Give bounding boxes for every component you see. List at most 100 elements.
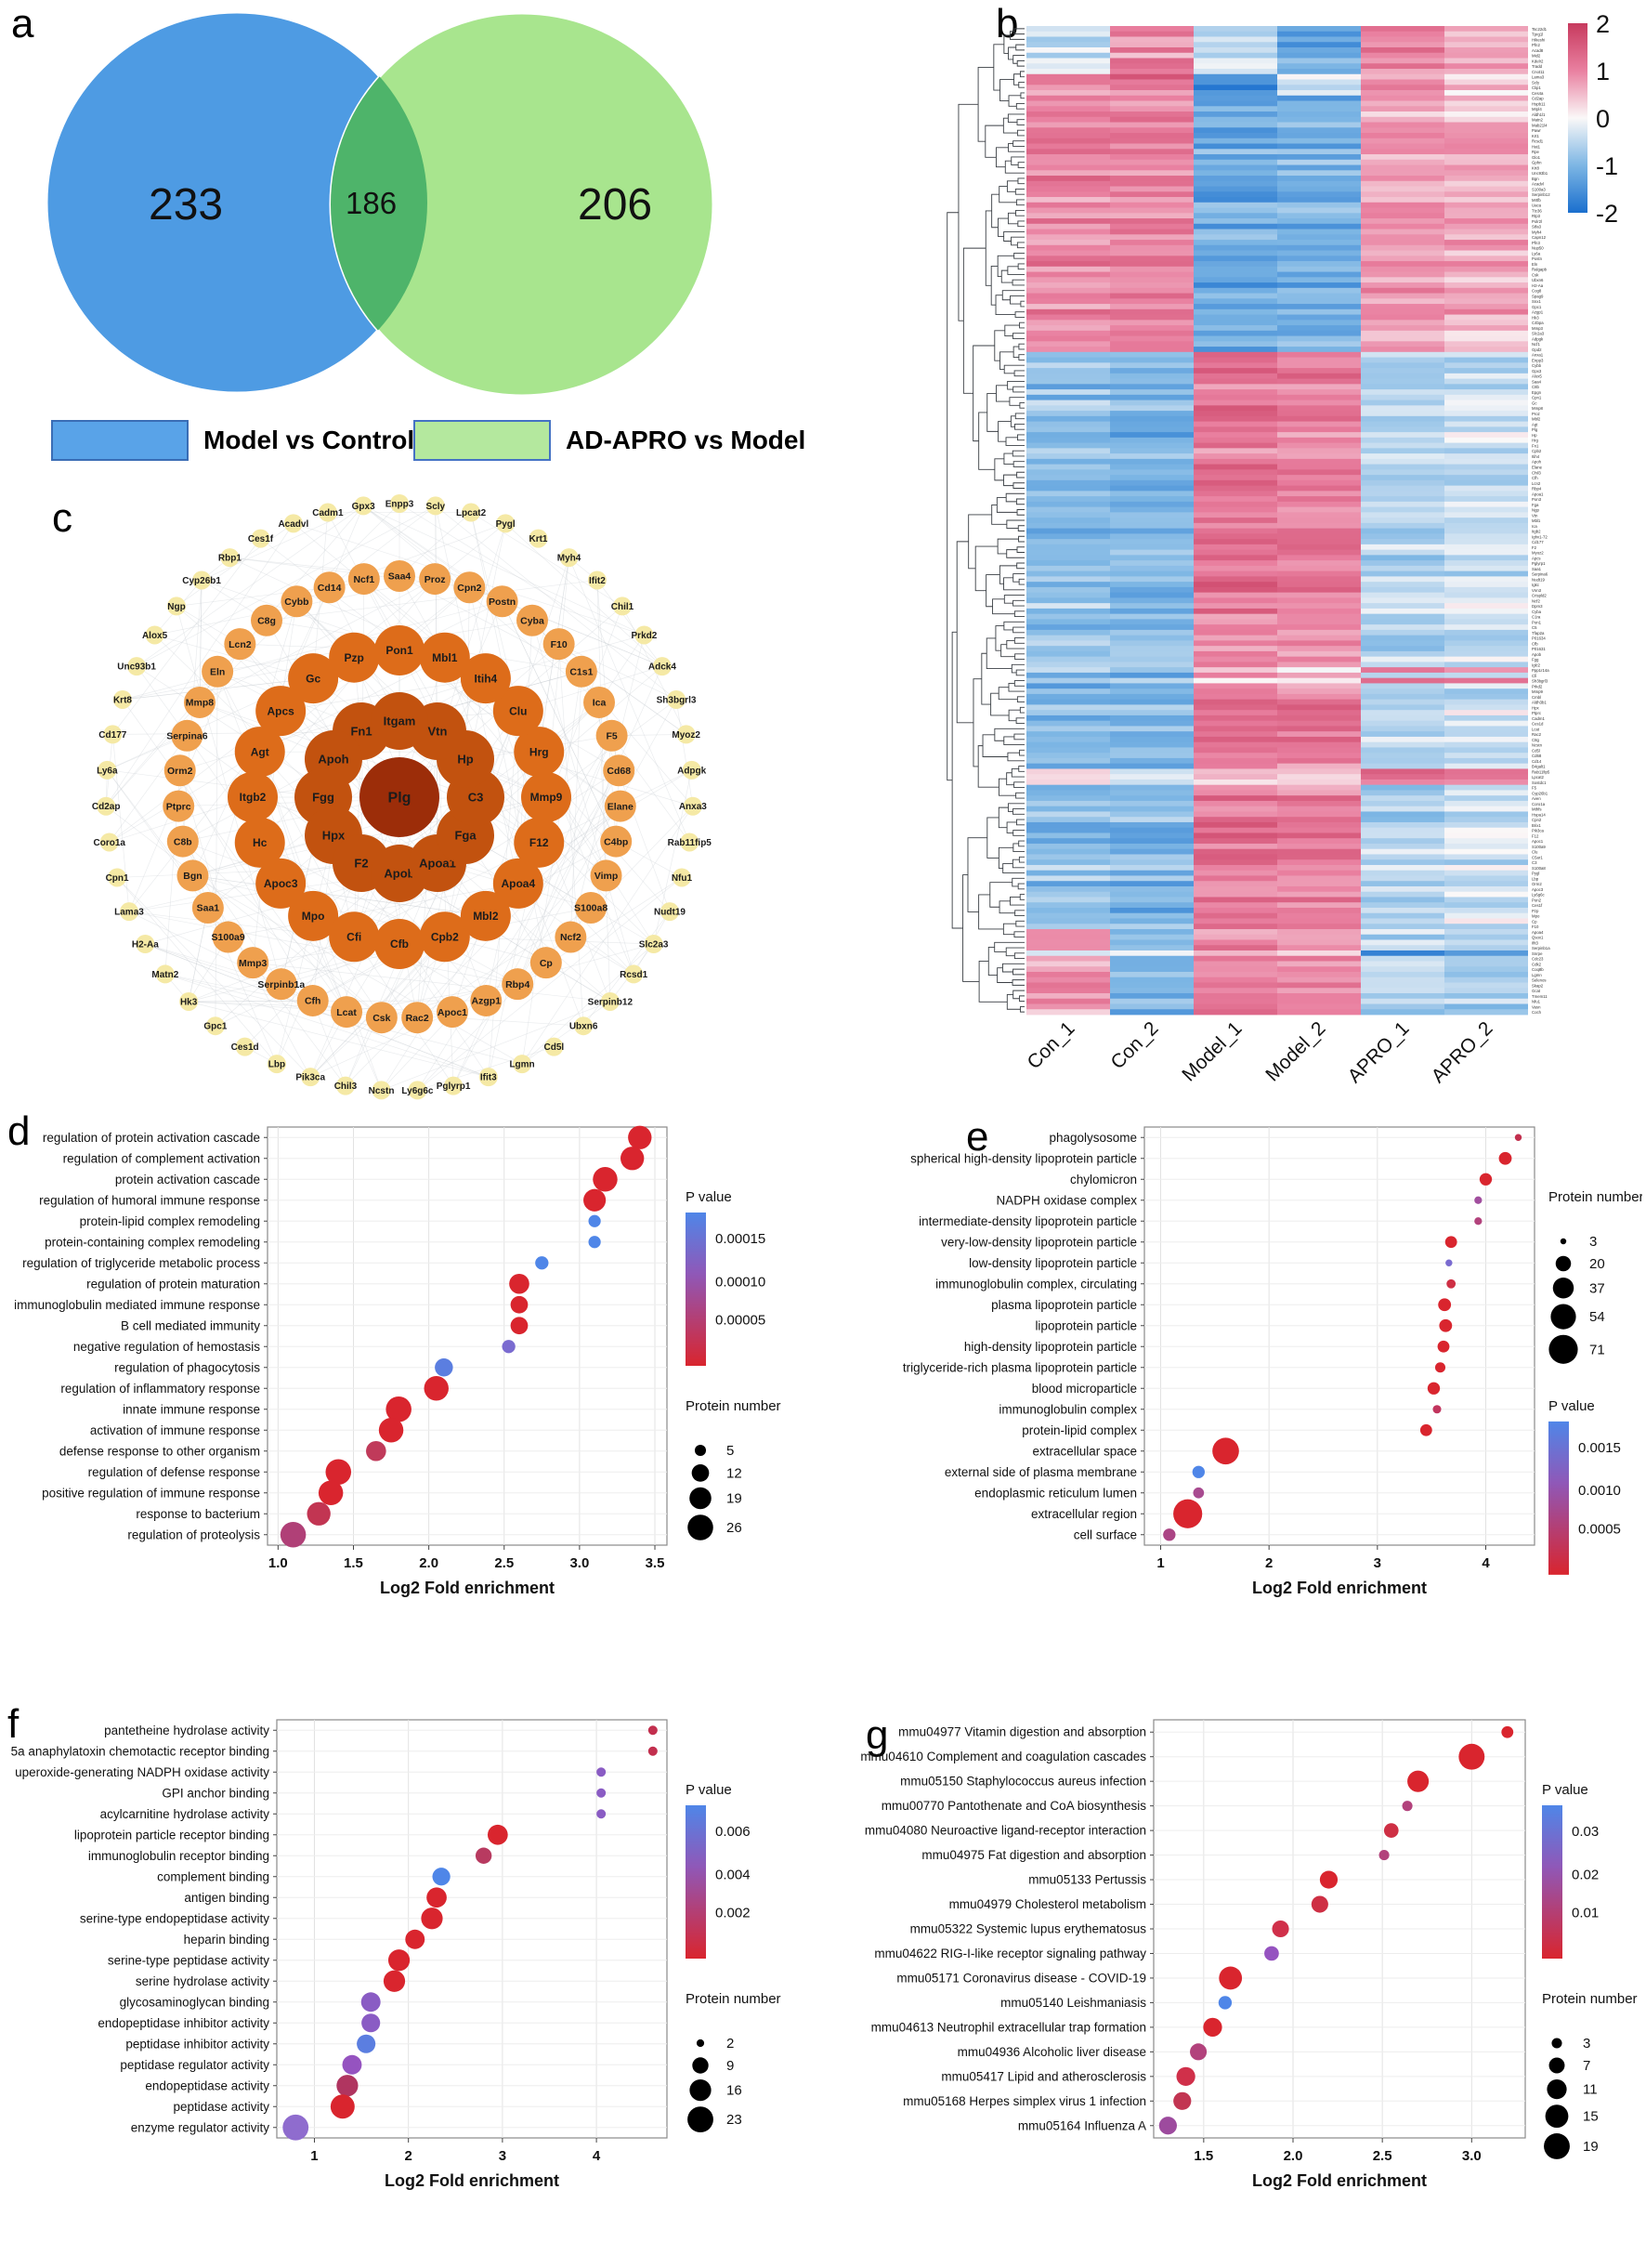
bubble bbox=[1445, 1259, 1453, 1266]
gene-row-label: Gpx3 bbox=[1532, 369, 1542, 374]
pvalue-tick: 0.0015 bbox=[1578, 1440, 1621, 1456]
gene-node bbox=[220, 548, 240, 568]
gene-row-label: C8b bbox=[1532, 385, 1539, 389]
column-label: Con_2 bbox=[1107, 1017, 1163, 1073]
gene-node-label: Sh3bgrl3 bbox=[657, 695, 697, 705]
gene-row-label: Igkc bbox=[1532, 583, 1540, 587]
gene-node-label: Unc93b1 bbox=[117, 662, 156, 673]
term-label: regulation of triglyceride metabolic pro… bbox=[22, 1256, 260, 1270]
term-label: mmu04610 Complement and coagulation casc… bbox=[860, 1750, 1146, 1763]
gene-row-label: Acad8 bbox=[1532, 48, 1544, 53]
gene-row-label: Hikeshi bbox=[1532, 37, 1545, 42]
gene-node-label: Fn1 bbox=[350, 725, 372, 739]
term-label: protein activation cascade bbox=[115, 1173, 260, 1186]
gene-row-label: Spag9 bbox=[1532, 294, 1544, 298]
gene-row-label: Rtp3 bbox=[1532, 214, 1541, 218]
gene-node bbox=[583, 686, 616, 718]
gene-row-label: Acadvl bbox=[1532, 182, 1544, 187]
gene-row-label: Azgp1 bbox=[1532, 310, 1544, 315]
column-label: APRO_2 bbox=[1428, 1017, 1497, 1087]
gene-node-label: Rac2 bbox=[406, 1013, 429, 1024]
gene-row-label: Clip1 bbox=[1532, 85, 1541, 90]
gene-row-label: Lcat bbox=[1532, 727, 1540, 731]
gene-node bbox=[604, 790, 636, 822]
gene-node-label: Lgmn bbox=[509, 1060, 534, 1070]
gene-row-label: Csk bbox=[1532, 272, 1539, 277]
gene-node bbox=[559, 548, 579, 568]
term-label: regulation of protein activation cascade bbox=[43, 1131, 260, 1145]
protein-size-value: 20 bbox=[1589, 1256, 1605, 1272]
bubble bbox=[510, 1295, 529, 1314]
bubble bbox=[405, 1929, 425, 1949]
gene-node-label: F10 bbox=[551, 639, 568, 650]
gene-row-label: Cpb2 bbox=[1532, 449, 1542, 453]
gene-row-label: Clu bbox=[1532, 850, 1538, 855]
gene-row-label: Ralgapb bbox=[1532, 268, 1548, 272]
term-label: cell surface bbox=[1074, 1527, 1137, 1541]
gene-node-label: Mmp3 bbox=[239, 958, 267, 969]
gene-node bbox=[478, 1068, 498, 1087]
heatmap-column-labels: Con_1 Con_2 Model_1 Model_2 APRO_1 APRO_2 bbox=[1024, 1017, 1497, 1087]
panel-label-g: g bbox=[866, 1712, 889, 1758]
term-label: mmu05140 Leishmaniasis bbox=[1000, 1996, 1146, 2010]
gene-row-label: Elane bbox=[1532, 465, 1543, 469]
bubble bbox=[1446, 1278, 1457, 1289]
term-label: serine hydrolase activity bbox=[136, 1974, 269, 1988]
term-label: mmu05168 Herpes simplex virus 1 infectio… bbox=[903, 2094, 1146, 2108]
venn-overlap-count: 186 bbox=[346, 186, 397, 220]
bubbles bbox=[282, 1725, 658, 2141]
term-label: lipoprotein particle bbox=[1035, 1318, 1137, 1332]
panel-label-a: a bbox=[11, 1, 34, 46]
gene-node bbox=[374, 919, 425, 969]
gene-node-label: Cp bbox=[540, 958, 553, 969]
kegg-bubble-chart: mmu04977 Vitamin digestion and absorptio… bbox=[860, 1719, 1638, 2190]
gene-node bbox=[192, 570, 212, 590]
gene-row-label: Coch bbox=[1532, 1010, 1542, 1015]
gene-node bbox=[205, 1016, 225, 1036]
gene-node-label: Rbp4 bbox=[505, 979, 529, 990]
gene-row-label: Plg bbox=[1532, 427, 1538, 432]
bubble bbox=[510, 1317, 529, 1335]
gene-node-label: Hrg bbox=[529, 745, 549, 758]
gene-node bbox=[652, 657, 672, 676]
gene-row-label: Ncf2 bbox=[1532, 598, 1540, 603]
gene-node bbox=[672, 868, 691, 887]
x-tick-label: 3.0 bbox=[569, 1555, 589, 1571]
gene-node bbox=[574, 1016, 594, 1036]
gene-node bbox=[444, 1076, 464, 1095]
gene-row-label: Vtn bbox=[1532, 513, 1538, 518]
gene-node bbox=[228, 772, 278, 822]
gene-node-label: Gc bbox=[306, 672, 320, 685]
gene-row-label: Mmp3 bbox=[1532, 326, 1544, 331]
gene-node bbox=[234, 727, 285, 778]
gene-node-label: Adpgk bbox=[677, 766, 707, 776]
heatmap-cells bbox=[1026, 26, 1528, 1016]
gene-row-label: Mpo bbox=[1532, 914, 1540, 919]
gene-node-label: Krt8 bbox=[113, 695, 132, 705]
gene-node-label: S100a9 bbox=[212, 932, 245, 943]
bubble bbox=[1192, 1465, 1206, 1478]
pvalue-tick: 0.004 bbox=[715, 1867, 751, 1882]
gene-node-label: Cfi bbox=[346, 930, 361, 943]
legend: P value 0.03 0.02 0.01 Protein number 3 7 11 15 1… bbox=[1542, 1782, 1638, 2159]
gene-node-label: Ncf1 bbox=[353, 574, 374, 585]
term-label: immunoglobulin mediated immune response bbox=[14, 1298, 260, 1312]
gene-row-label: Itgb2 bbox=[1532, 530, 1541, 534]
x-tick-label: 3 bbox=[1374, 1555, 1381, 1571]
protein-legend-title: Protein number bbox=[686, 1398, 781, 1414]
pvalue-gradient-bar bbox=[1548, 1421, 1569, 1575]
gene-node-label: S100a8 bbox=[574, 903, 607, 914]
gene-node bbox=[108, 868, 127, 887]
gene-node bbox=[331, 996, 363, 1029]
bubble bbox=[1501, 1725, 1514, 1738]
gene-row-label: Qsox1 bbox=[1532, 936, 1544, 940]
gene-node-label: Hp bbox=[457, 753, 473, 767]
go-bp-bubble-chart: regulation of protein activation cascade… bbox=[14, 1125, 781, 1597]
bubble bbox=[1444, 1236, 1457, 1249]
gene-row-label: Epgn bbox=[1532, 390, 1542, 395]
gene-node bbox=[296, 984, 329, 1016]
protein-size-dot bbox=[696, 2039, 705, 2048]
gene-row-label: Stfa3 bbox=[1532, 225, 1542, 229]
gene-row-label: Capn12 bbox=[1532, 235, 1547, 240]
x-tick-label: 1 bbox=[310, 2148, 318, 2164]
